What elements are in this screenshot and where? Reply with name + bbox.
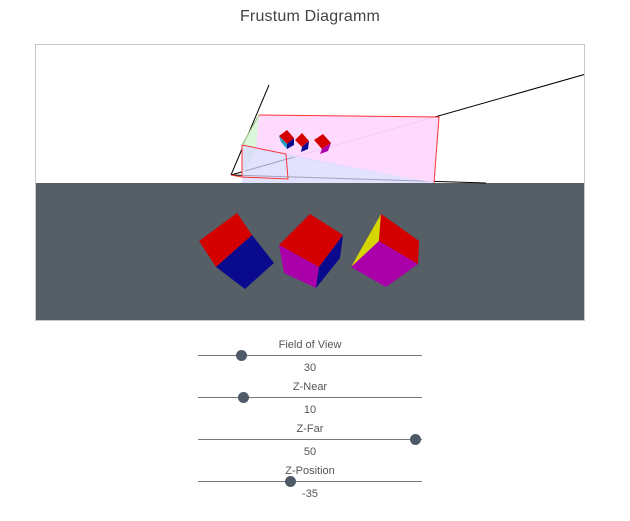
slider-label: Field of View bbox=[278, 339, 342, 351]
page-title: Frustum Diagramm bbox=[239, 8, 381, 25]
frustum-far-edge bbox=[258, 114, 440, 184]
frustum-view bbox=[36, 74, 584, 320]
slider-thumb[interactable] bbox=[235, 350, 247, 361]
slider-value: 50 bbox=[303, 446, 317, 458]
slider-track[interactable] bbox=[198, 481, 422, 482]
slider-track[interactable] bbox=[198, 355, 422, 356]
slider-label: Z-Position bbox=[285, 465, 335, 477]
z-far-slider[interactable]: Z-Far 50 bbox=[198, 420, 422, 462]
slider-thumb[interactable] bbox=[237, 392, 249, 403]
frustum-edge-left bbox=[241, 114, 260, 146]
small-cube-3 bbox=[314, 134, 331, 154]
slider-track[interactable] bbox=[198, 397, 422, 398]
frustum-near-plane bbox=[241, 144, 289, 180]
slider-value: 30 bbox=[303, 362, 317, 374]
z-position-slider[interactable]: Z-Position -35 bbox=[198, 462, 422, 504]
frustum-bottom bbox=[242, 145, 434, 183]
z-near-slider[interactable]: Z-Near 10 bbox=[198, 378, 422, 420]
slider-value: 10 bbox=[303, 404, 317, 416]
slider-label: Z-Far bbox=[296, 423, 324, 435]
field-of-view-slider[interactable]: Field of View 30 bbox=[198, 336, 422, 378]
slider-value: -35 bbox=[302, 488, 318, 500]
small-cube-1 bbox=[279, 130, 294, 149]
small-cube-2 bbox=[295, 133, 309, 152]
frustum-far-side bbox=[256, 115, 439, 183]
cube-left bbox=[199, 213, 274, 289]
slider-thumb[interactable] bbox=[410, 434, 422, 445]
slider-track[interactable] bbox=[198, 439, 422, 440]
frustum-controls: Field of View 30 Z-Near 10 Z-Far 50 Z-Po… bbox=[198, 336, 422, 504]
cube-middle bbox=[279, 214, 343, 288]
slider-label: Z-Near bbox=[292, 381, 328, 393]
frustum-scene[interactable] bbox=[35, 44, 585, 321]
slider-thumb[interactable] bbox=[284, 476, 296, 487]
cube-right bbox=[351, 214, 419, 287]
frustum-edge-camera bbox=[230, 174, 243, 178]
